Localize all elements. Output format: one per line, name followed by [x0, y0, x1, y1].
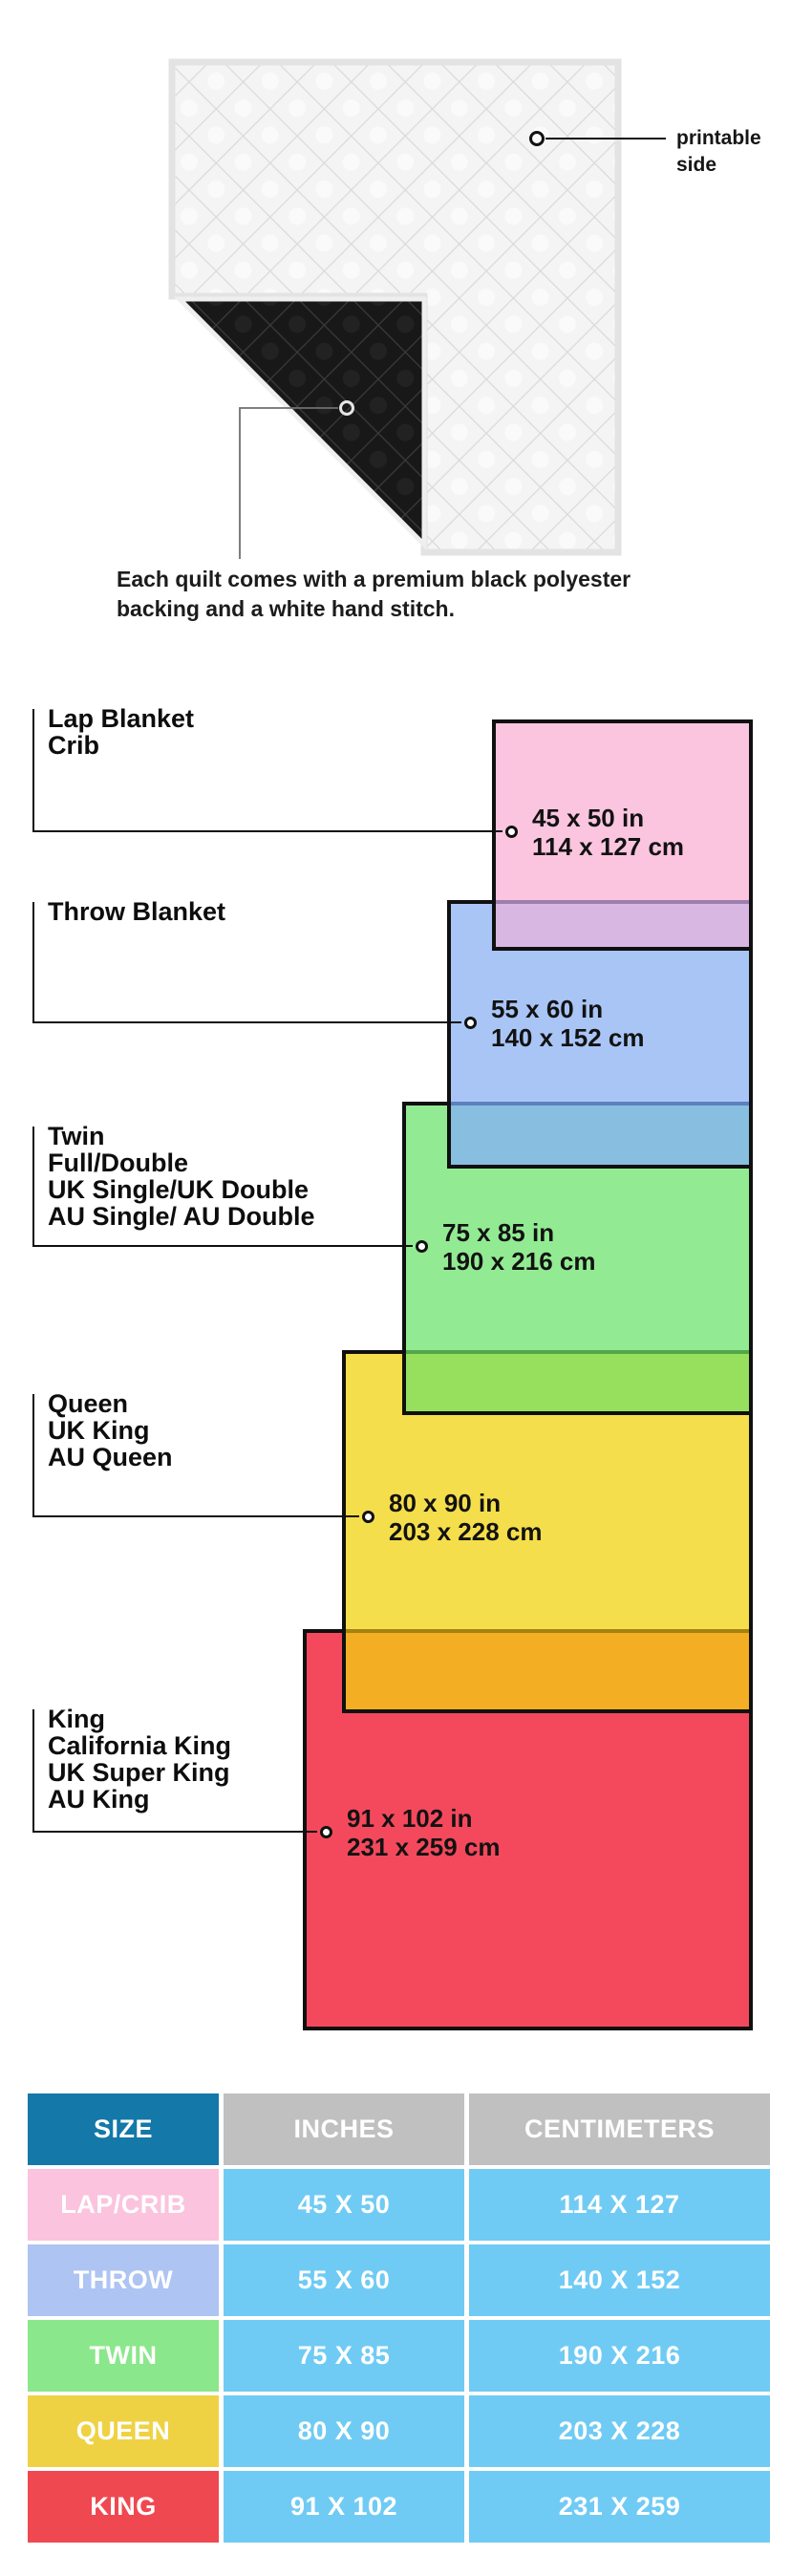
- table-row-centimeters: 114 X 127: [469, 2169, 770, 2241]
- size-marker-icon-twin: [416, 1240, 428, 1253]
- size-label-line: King: [48, 1705, 105, 1733]
- size-text-twin: 75 x 85 in 190 x 216 cm: [442, 1218, 595, 1276]
- table-row-size-queen: QUEEN: [28, 2395, 219, 2467]
- size-inches-text: 80 x 90 in: [389, 1489, 502, 1517]
- table-row-size-lap-crib: LAP/CRIB: [28, 2169, 219, 2241]
- size-label-line: UK King: [48, 1416, 150, 1445]
- size-label-lap: Lap Blanket Crib: [48, 705, 194, 759]
- table-row-inches: 91 X 102: [224, 2471, 464, 2543]
- table-row-centimeters: 190 X 216: [469, 2320, 770, 2392]
- size-inches-text: 75 x 85 in: [442, 1218, 555, 1247]
- leader-vertical-lap: [32, 709, 34, 832]
- size-label-king: King California King UK Super King AU King: [48, 1706, 231, 1813]
- size-marker-icon-queen: [362, 1511, 374, 1523]
- size-label-line: California King: [48, 1731, 232, 1760]
- table-row-inches: 75 X 85: [224, 2320, 464, 2392]
- overlap-band-twin: [406, 1350, 749, 1411]
- size-table: SIZE INCHES CENTIMETERS LAP/CRIB 45 X 50 114 …: [28, 2093, 770, 2543]
- size-label-queen: Queen UK King AU Queen: [48, 1390, 173, 1470]
- size-text-queen: 80 x 90 in 203 x 228 cm: [389, 1489, 542, 1546]
- size-label-line: AU King: [48, 1785, 150, 1814]
- table-row-inches: 80 X 90: [224, 2395, 464, 2467]
- overlap-band-throw: [451, 1102, 749, 1165]
- size-label-line: Lap Blanket: [48, 704, 195, 733]
- backing-leader-line: [239, 407, 338, 559]
- size-inches-text: 91 x 102 in: [347, 1804, 473, 1833]
- size-cm-text: 231 x 259 cm: [347, 1833, 501, 1861]
- table-row-centimeters: 140 X 152: [469, 2244, 770, 2316]
- leader-horizontal-king: [32, 1831, 317, 1833]
- size-inches-text: 45 x 50 in: [532, 804, 645, 832]
- size-label-line: AU Queen: [48, 1443, 173, 1471]
- table-row-inches: 55 X 60: [224, 2244, 464, 2316]
- size-marker-icon-throw: [464, 1017, 477, 1029]
- overlap-band-queen: [346, 1629, 749, 1709]
- size-label-line: AU Single/ AU Double: [48, 1202, 315, 1231]
- printable-side-label: printable side: [676, 127, 761, 176]
- leader-vertical-queen: [32, 1394, 34, 1517]
- table-row-centimeters: 203 X 228: [469, 2395, 770, 2467]
- backing-marker-icon: [339, 400, 354, 416]
- size-inches-text: 55 x 60 in: [491, 995, 604, 1023]
- table-row-size-twin: TWIN: [28, 2320, 219, 2392]
- size-cm-text: 140 x 152 cm: [491, 1023, 645, 1052]
- leader-vertical-throw: [32, 902, 34, 1023]
- size-text-lap: 45 x 50 in 114 x 127 cm: [532, 804, 684, 861]
- quilt-black-backing-fold: [173, 296, 427, 551]
- size-text-throw: 55 x 60 in 140 x 152 cm: [491, 995, 644, 1052]
- size-text-king: 91 x 102 in 231 x 259 cm: [347, 1804, 500, 1861]
- size-label-line: UK Super King: [48, 1758, 230, 1787]
- leader-vertical-twin: [32, 1127, 34, 1247]
- size-cm-text: 114 x 127 cm: [532, 832, 685, 861]
- leader-horizontal-throw: [32, 1021, 461, 1023]
- size-label-line: Twin: [48, 1122, 105, 1150]
- table-row-size-throw: THROW: [28, 2244, 219, 2316]
- leader-horizontal-twin: [32, 1245, 413, 1247]
- overlap-band-lap: [496, 900, 749, 947]
- table-header-inches: INCHES: [224, 2093, 464, 2165]
- table-header-size: SIZE: [28, 2093, 219, 2165]
- size-label-throw: Throw Blanket: [48, 898, 225, 925]
- printable-side-marker-icon: [529, 131, 545, 146]
- table-row-size-king: KING: [28, 2471, 219, 2543]
- table-header-centimeters: CENTIMETERS: [469, 2093, 770, 2165]
- size-label-twin: Twin Full/Double UK Single/UK Double AU Sin…: [48, 1123, 315, 1230]
- leader-vertical-king: [32, 1709, 34, 1833]
- leader-horizontal-lap: [32, 830, 502, 832]
- size-cm-text: 190 x 216 cm: [442, 1247, 596, 1276]
- quilt-printable-side: [168, 58, 622, 556]
- size-label-line: Throw Blanket: [48, 897, 226, 926]
- size-label-line: UK Single/UK Double: [48, 1175, 310, 1204]
- size-marker-icon-lap: [505, 826, 518, 838]
- leader-horizontal-queen: [32, 1515, 359, 1517]
- table-row-inches: 45 X 50: [224, 2169, 464, 2241]
- quilt-caption: Each quilt comes with a premium black po…: [117, 567, 631, 621]
- quilt-illustration: [168, 58, 666, 559]
- size-label-line: Queen: [48, 1389, 129, 1418]
- size-cm-text: 203 x 228 cm: [389, 1517, 543, 1546]
- size-label-line: Crib: [48, 731, 99, 760]
- size-label-line: Full/Double: [48, 1148, 188, 1177]
- table-row-centimeters: 231 X 259: [469, 2471, 770, 2543]
- size-marker-icon-king: [320, 1826, 332, 1838]
